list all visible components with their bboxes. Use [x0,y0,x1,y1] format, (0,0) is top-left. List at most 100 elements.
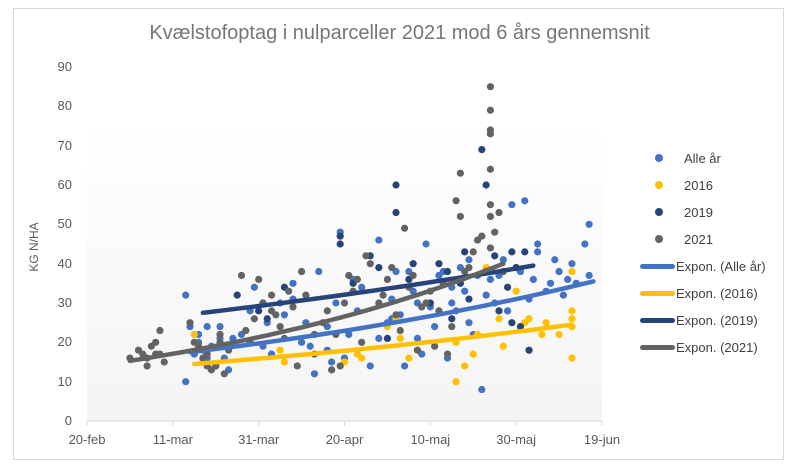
data-point [375,236,383,244]
legend-dot-icon [655,154,663,162]
data-point [203,323,211,331]
data-point [396,334,404,342]
legend-line-icon [640,263,675,269]
data-point [508,248,516,256]
legend-label: 2019 [684,204,713,220]
legend-item: 2021 [640,229,713,249]
data-point [521,197,529,205]
data-point [538,330,546,339]
data-point [328,358,336,366]
data-point [486,83,495,91]
chart-title: Kvælstofoptag i nulparceller 2021 mod 6 … [149,22,650,44]
data-point [495,307,503,315]
y-tick-label: 80 [57,98,72,114]
data-point [534,240,542,248]
data-point [448,323,456,331]
data-point [216,323,224,331]
legend-line-icon [640,290,675,296]
y-tick-label: 40 [57,255,72,271]
legend-item: Alle år [640,148,721,168]
data-point [546,279,555,287]
data-point [478,232,486,240]
data-point [358,283,366,291]
data-point [499,256,507,264]
data-point [353,275,361,283]
data-point [375,264,383,272]
data-point [564,275,572,283]
data-point [469,248,477,256]
y-tick-label: 10 [57,373,72,389]
data-point [568,354,576,362]
data-point [332,299,340,307]
data-point [345,271,353,280]
data-point [465,264,473,272]
trendline-expon-2021 [127,261,506,364]
legend-label: Expon. (2016) [676,285,758,301]
y-tick-label: 90 [57,59,72,74]
data-point [534,248,542,256]
data-point [160,358,168,366]
data-point [143,362,151,370]
data-point [362,252,370,260]
data-point [409,271,417,280]
data-point [461,248,469,256]
data-point [250,283,258,291]
data-point [559,291,567,299]
x-tick-label: 19-jun [583,432,621,447]
data-point [495,315,503,323]
data-point [152,338,160,346]
data-point [409,260,417,268]
data-point [478,385,486,394]
legend-label: 2016 [684,177,713,193]
data-point [250,315,258,323]
data-point [297,338,306,346]
y-tick-label: 60 [57,177,72,192]
data-point [461,287,469,295]
data-point [280,311,289,319]
data-point [482,291,490,299]
data-point [469,350,477,358]
data-point [263,315,271,323]
data-point [336,362,344,370]
data-point [443,267,452,276]
data-point [503,283,512,291]
legend-label: Expon. (Alle år) [676,258,766,274]
data-point [568,307,576,315]
data-point [392,208,400,217]
y-tick-label: 20 [57,334,72,350]
data-point [443,350,452,358]
data-point [516,323,525,331]
data-point [465,295,473,303]
data-point [486,201,495,209]
data-point [156,326,164,335]
data-point [525,315,533,323]
data-point [345,330,353,339]
data-point [585,220,593,228]
data-point [315,267,323,276]
data-point [486,244,495,252]
data-point [280,358,289,366]
legend-item: Expon. (2019) [640,310,758,330]
data-point [508,319,516,327]
data-point [465,256,473,264]
data-point [400,224,409,232]
legend-label: Alle år [684,150,721,166]
data-point [267,291,276,299]
data-point [435,260,443,268]
legend-label: Expon. (2021) [676,339,758,355]
data-point [431,323,439,331]
trendline-expon-alle-r [187,279,596,355]
data-point [495,208,503,217]
data-point [413,346,422,354]
data-point [388,264,396,272]
data-point [255,307,263,315]
data-point [491,252,499,260]
data-point [422,240,430,248]
x-tick-label: 20-feb [68,432,106,447]
legend-label: 2021 [684,231,713,247]
data-point [465,319,473,327]
data-point [529,275,537,283]
data-point [551,256,559,264]
x-tick-label: 31-mar [238,432,280,447]
